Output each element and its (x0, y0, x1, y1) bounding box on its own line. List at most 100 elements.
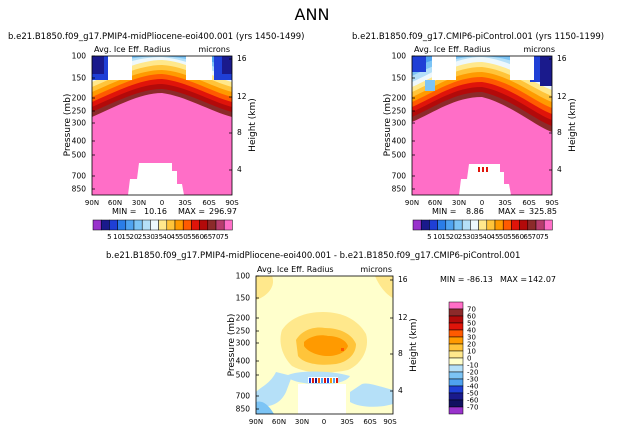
y2-tick: 8 (557, 128, 562, 137)
colorbar-swatch (429, 219, 438, 231)
colorbar-label: 30 (466, 233, 475, 241)
colorbar-swatch (494, 219, 504, 231)
max-label: MAX = (500, 275, 527, 284)
field-band (312, 378, 314, 383)
min-value: -86.13 (467, 275, 493, 284)
colorbar-swatch (448, 385, 464, 394)
y2-tick-marks (549, 58, 552, 171)
colorbar-swatch (448, 350, 464, 359)
y2-tick: 12 (398, 313, 408, 322)
x-tick: 60N (428, 199, 442, 207)
panel-b-contours (412, 56, 552, 195)
panel-b-units: microns (523, 45, 555, 54)
colorbar-label: 30 (146, 233, 155, 241)
colorbar-swatch (448, 371, 464, 380)
colorbar-label: 55 (507, 233, 516, 241)
y-tick: 700 (392, 172, 407, 181)
missing-region (510, 56, 534, 80)
field-band (309, 378, 311, 383)
colorbar-label: 20 (130, 233, 139, 241)
max-value: 325.85 (529, 207, 557, 216)
colorbar-label: 35 (154, 233, 163, 241)
colorbar-label: -50 (467, 390, 478, 398)
colorbar-swatch (125, 219, 135, 231)
panel-c-units: microns (360, 265, 392, 274)
y-tick: 200 (236, 314, 251, 323)
y-tick: 250 (236, 327, 251, 336)
colorbar-swatch (207, 219, 217, 231)
colorbar-top-right: 5 10 15 20 25 30 35 40 45 50 55 60 65 70 75 (412, 219, 553, 241)
panel-c-frame (255, 275, 394, 415)
colorbar-swatch (445, 219, 455, 231)
panel-c-subtitle: Avg. Ice Eff. Radius (257, 265, 334, 274)
panel-b-ylabel: Pressure (mb) (383, 94, 393, 157)
panel-midpliocene: b.e21.B1850.f09_g17.PMIP4-midPliocene-eo… (8, 32, 304, 216)
y-tick-marks (256, 275, 259, 410)
field-band (256, 401, 274, 414)
colorbar-swatch (117, 219, 127, 231)
x-tick: 90N (249, 418, 263, 426)
colorbar-label: -40 (467, 383, 478, 391)
y-tick: 300 (392, 119, 407, 128)
x-tick: 60N (272, 418, 286, 426)
panel-picontrol: b.e21.B1850.f09_g17.CMIP6-piControl.001 … (352, 32, 604, 216)
y-tick: 250 (392, 107, 407, 116)
panel-b-axis-bottom: 90N 60N 30N 0 30S 60S 90S (405, 199, 559, 207)
panel-a-axis-left: 100 150 200 250 300 400 500 700 850 (72, 52, 95, 194)
y2-tick: 8 (398, 349, 403, 358)
colorbar-swatch (448, 301, 464, 310)
colorbar-label: 20 (450, 233, 459, 241)
colorbar-swatch (448, 322, 464, 331)
panel-b-axis-left: 100 150 200 250 300 400 500 700 850 (392, 52, 415, 194)
colorbar-swatch (166, 219, 176, 231)
y2-tick: 16 (398, 275, 408, 284)
colorbar-swatch (543, 219, 553, 231)
panel-a-axis-right: 16 12 8 4 (229, 54, 247, 174)
y2-tick: 12 (557, 92, 567, 101)
colorbar-label: 35 (474, 233, 483, 241)
colorbar-label: 5 (107, 233, 111, 241)
panel-difference: b.e21.B1850.f09_g17.PMIP4-midPliocene-eo… (106, 251, 556, 426)
panel-b-title: b.e21.B1850.f09_g17.CMIP6-piControl.001 … (352, 32, 604, 42)
colorbar-swatch (215, 219, 225, 231)
colorbar-swatch (448, 364, 464, 373)
missing-region (459, 164, 511, 195)
colorbar-swatch (448, 406, 464, 415)
min-value: 10.16 (144, 207, 167, 216)
colorbar-swatch (223, 219, 233, 231)
colorbar-label: 70 (532, 233, 541, 241)
colorbar-swatch (412, 219, 422, 231)
colorbar-label: 40 (467, 327, 476, 335)
y-tick-marks (92, 55, 95, 190)
y-tick: 850 (72, 185, 87, 194)
y-tick: 400 (72, 137, 87, 146)
max-value: 296.97 (209, 207, 237, 216)
field-band (412, 56, 426, 72)
colorbar-label: -10 (467, 362, 478, 370)
field-band (92, 56, 104, 74)
field-band (333, 378, 335, 383)
colorbar-swatch (100, 219, 110, 231)
x-tick: 60S (363, 418, 377, 426)
colorbar-label: 40 (162, 233, 171, 241)
x-tick: 90N (85, 199, 99, 207)
field-band (350, 383, 393, 407)
colorbar-label: 70 (467, 306, 476, 314)
panel-c-contours (256, 276, 393, 414)
colorbar-swatch (470, 219, 479, 231)
x-tick: 90S (225, 199, 239, 207)
colorbar-swatch (527, 219, 537, 231)
y-tick: 300 (72, 119, 87, 128)
colorbar-swatch (133, 219, 143, 231)
x-tick: 30N (295, 418, 309, 426)
colorbar-swatch (199, 219, 209, 231)
colorbar-label: 30 (467, 334, 476, 342)
x-tick: 30N (452, 199, 466, 207)
y2-tick: 8 (237, 128, 242, 137)
colorbar-swatch (448, 399, 464, 408)
field-band (315, 378, 317, 383)
colorbar-label: 15 (121, 233, 130, 241)
field-band (425, 80, 435, 91)
y-tick: 150 (72, 74, 87, 83)
